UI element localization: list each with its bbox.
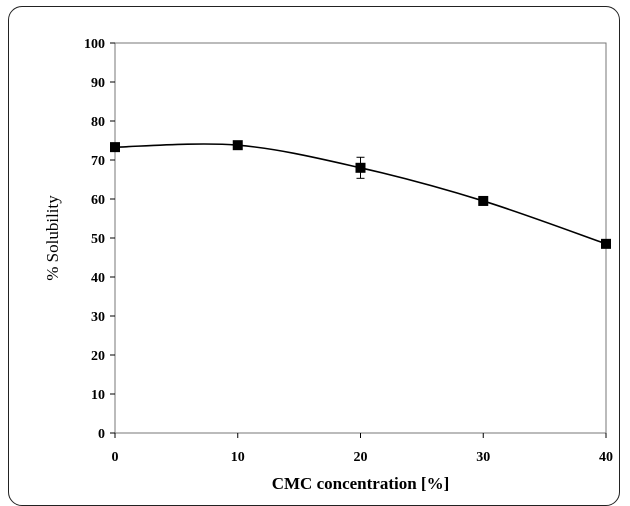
data-point-marker bbox=[232, 140, 243, 151]
x-tick-label: 10 bbox=[231, 450, 245, 465]
x-tick-label: 0 bbox=[112, 450, 119, 465]
data-point-marker bbox=[355, 162, 366, 173]
x-tick-label: 30 bbox=[476, 450, 490, 465]
y-tick-label: 100 bbox=[84, 37, 105, 52]
data-point-marker bbox=[478, 195, 489, 206]
series-layer bbox=[110, 140, 611, 249]
y-axis-ticks: 0 10 20 30 40 50 60 70 80 90 100 bbox=[84, 37, 115, 442]
y-tick-label: 90 bbox=[91, 76, 105, 91]
y-axis-title: % Solubility bbox=[43, 195, 62, 281]
x-axis-ticks: 0 10 20 30 40 bbox=[112, 433, 613, 465]
data-point-marker bbox=[601, 238, 611, 249]
y-tick-label: 10 bbox=[91, 388, 105, 403]
x-tick-label: 20 bbox=[354, 450, 368, 465]
x-axis-title: CMC concentration [%] bbox=[272, 474, 450, 493]
x-tick-label: 40 bbox=[599, 450, 613, 465]
y-tick-label: 0 bbox=[98, 427, 105, 442]
y-tick-label: 50 bbox=[91, 232, 105, 247]
y-tick-label: 60 bbox=[91, 193, 105, 208]
data-point-marker bbox=[110, 142, 120, 153]
plot-area bbox=[114, 42, 607, 434]
y-tick-label: 30 bbox=[91, 310, 105, 325]
y-tick-label: 70 bbox=[91, 154, 105, 169]
y-tick-label: 80 bbox=[91, 115, 105, 130]
y-tick-label: 20 bbox=[91, 349, 105, 364]
y-tick-label: 40 bbox=[91, 271, 105, 286]
solubility-chart: 0 10 20 30 40 50 60 70 80 90 100 0 10 20 30 40 CMC con… bbox=[43, 37, 613, 493]
